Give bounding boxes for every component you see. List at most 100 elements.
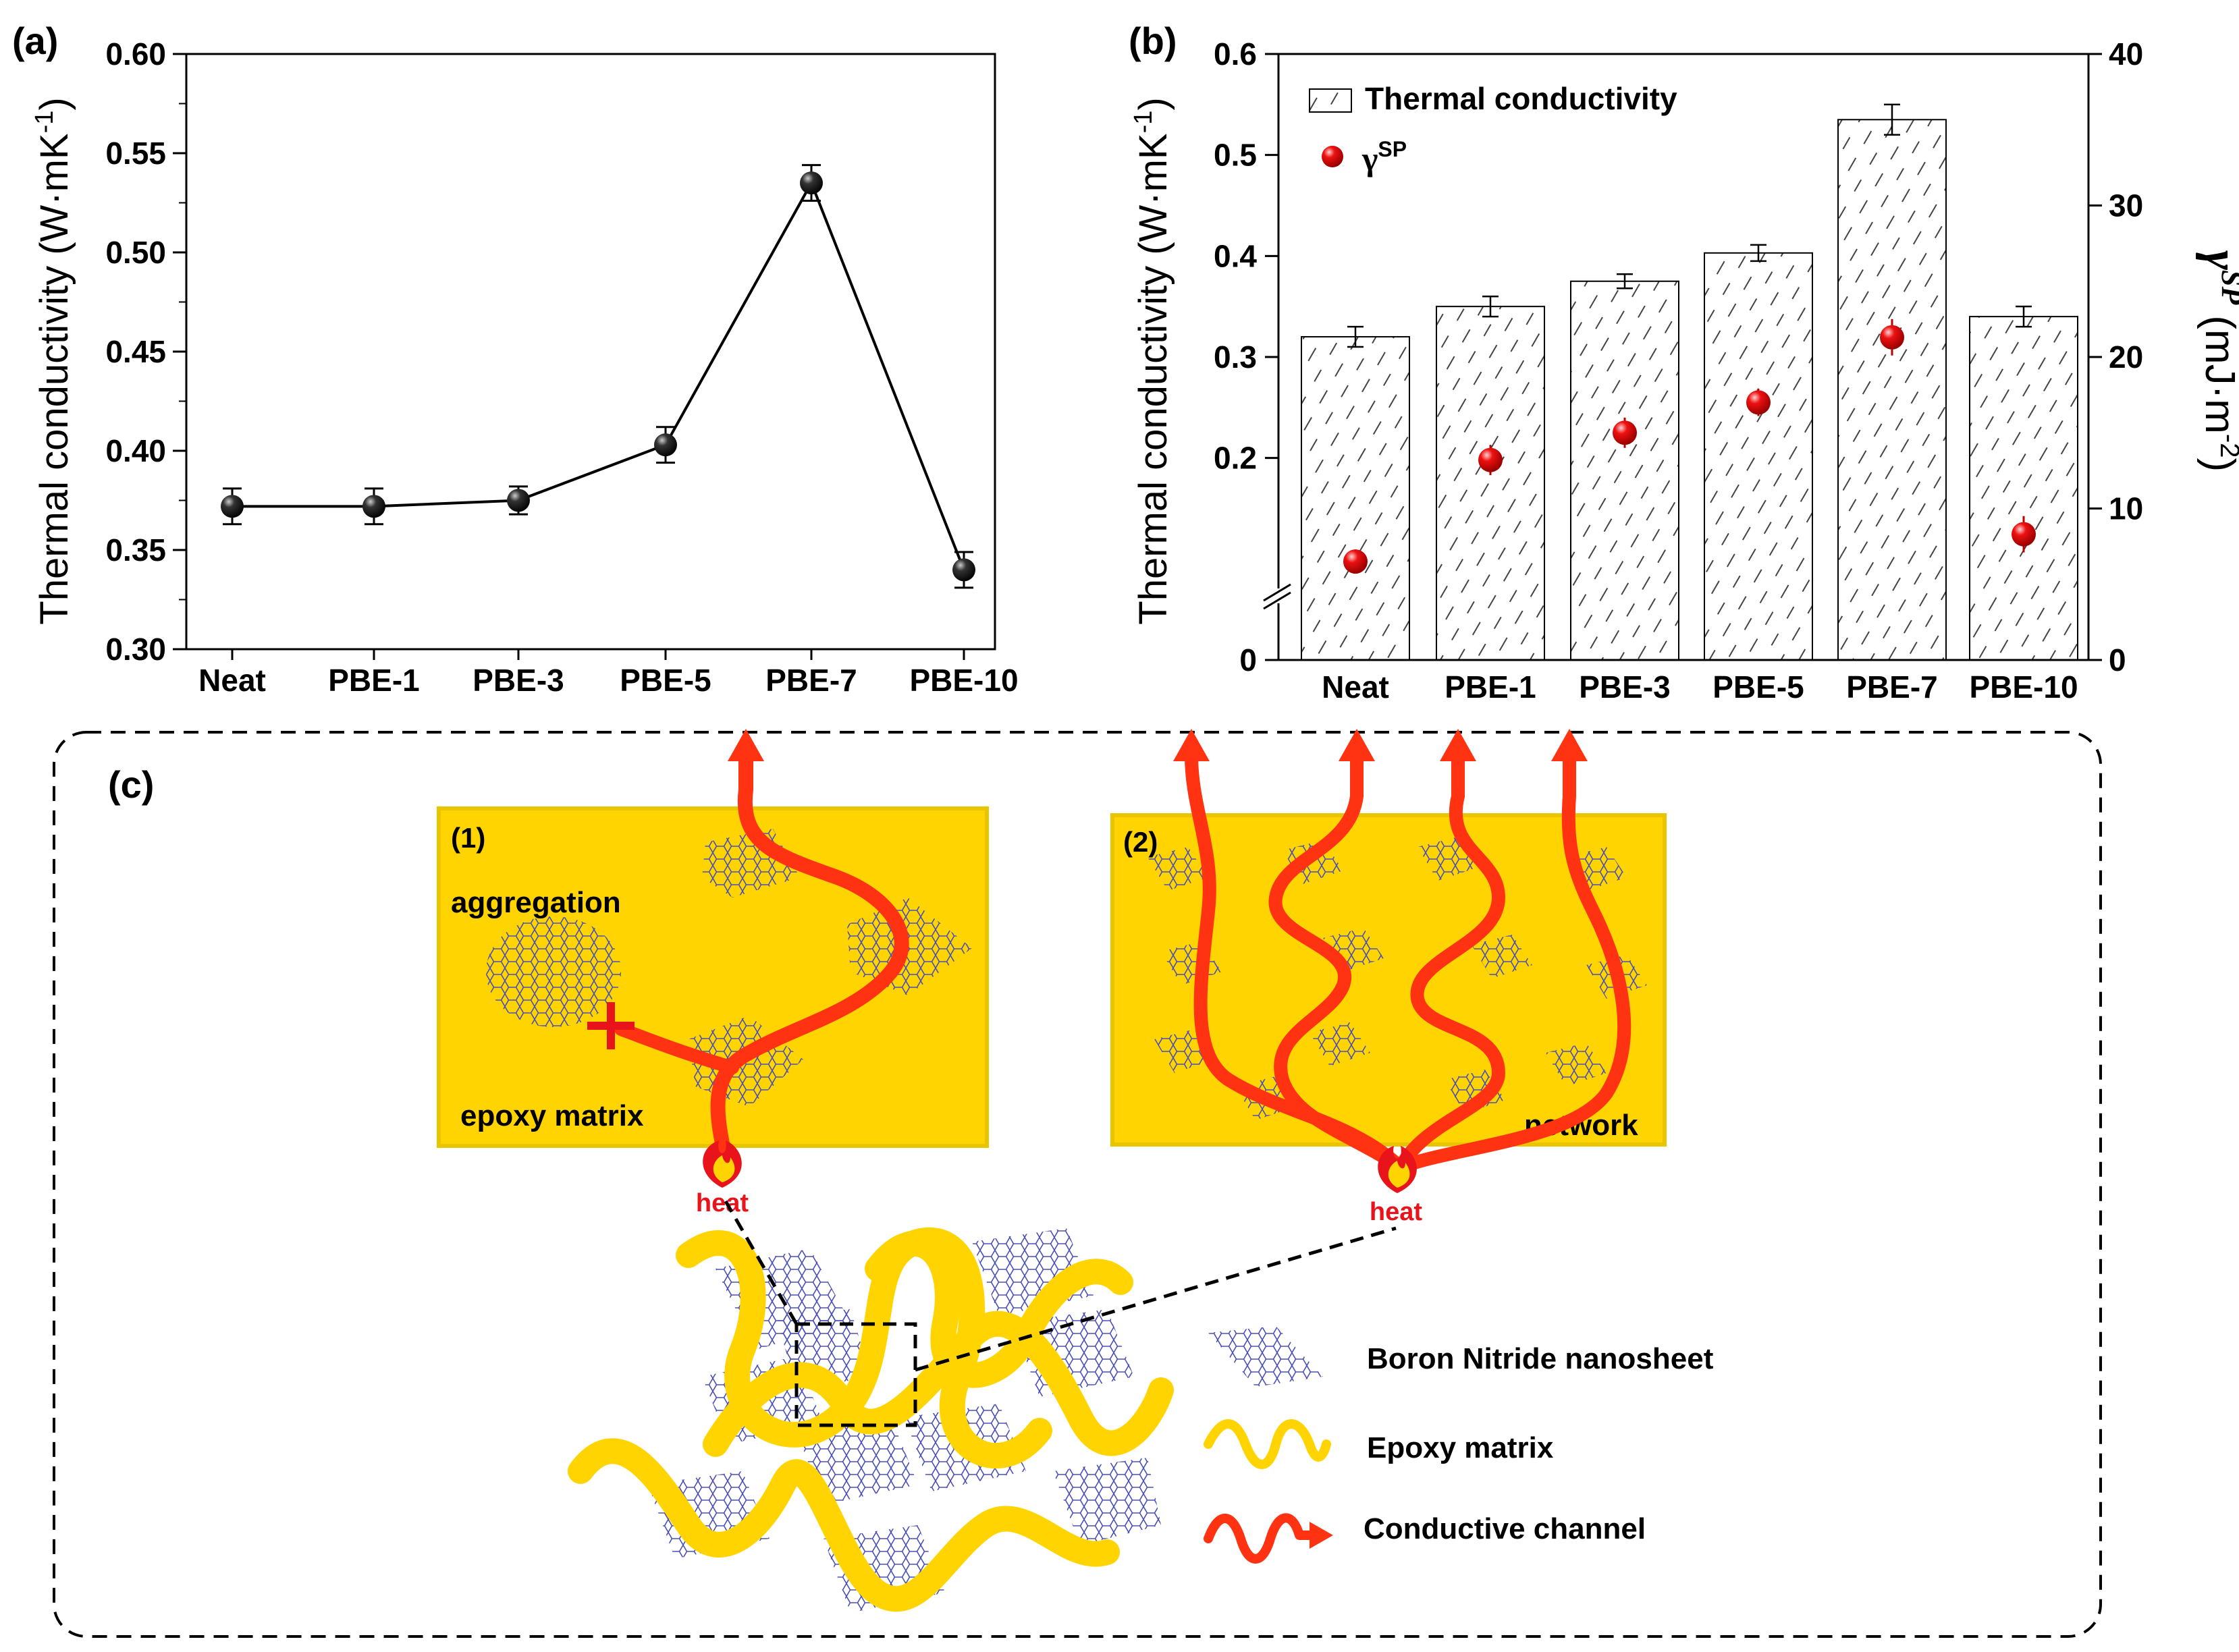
panel-b-left-axis: 0 0.2 0.3 0.4 0.5 0.6 [1214,36,1278,678]
y-right-tick-label: 10 [2109,491,2143,526]
gamma-point [2012,522,2036,547]
panel-b-y-left-label: Thermal conductivity (W·mK-1) [1129,97,1175,624]
gamma-point [1880,325,1904,350]
x-tick-label: PBE-7 [765,663,857,698]
y-left-tick-label: 0.4 [1214,238,1257,273]
y-tick-label: 0.50 [105,235,166,270]
x-tick-label: Neat [1322,669,1389,705]
axis-break [1262,583,1296,610]
panel-b-legend: Thermal conductivity γSP [1309,81,1677,177]
y-tick-label: 0.40 [105,433,166,468]
panel-b-right-axis: 0 10 20 30 40 [2088,36,2143,678]
panel-c-frame [53,731,2102,1638]
epoxy-matrix-label: epoxy matrix [460,1099,644,1132]
x-tick-label: PBE-1 [1445,669,1536,705]
boron-nitride-icon [1208,1326,1323,1387]
y-tick-label: 0.60 [105,36,166,72]
bar [1301,336,1410,661]
panel-a-label: (a) [12,20,58,62]
arrow-up-icon [728,729,764,761]
legend-dot-swatch [1322,146,1343,167]
y-right-tick-label: 20 [2109,339,2143,375]
arrow-up-icons [1173,729,1588,761]
legend-channel-label: Conductive channel [1364,1512,1646,1545]
panel-c-label: (c) [108,763,154,806]
bar [1436,306,1545,661]
data-point [362,495,385,518]
x-tick-label: PBE-5 [620,663,711,698]
legend-epoxy-label: Epoxy matrix [1367,1431,1554,1464]
y-tick-label: 0.45 [105,334,166,369]
heat-label-1: heat [696,1189,749,1217]
panel-b-bars [1301,103,2078,661]
data-point [952,558,975,582]
gamma-point [1343,549,1368,574]
zoom-box [724,1200,1397,1427]
conductive-channel-icon [1204,1513,1333,1564]
panel-a-y-axis: 0.30 0.35 0.40 0.45 0.50 0.55 0.60 [105,36,186,667]
data-point [507,489,530,512]
blocked-channel [614,1022,739,1074]
panel-b-label: (b) [1129,20,1177,62]
panel-a-x-axis: Neat PBE-1 PBE-3 PBE-5 PBE-7 PBE-10 [198,649,1019,698]
panel-b: (b) 0 0.2 0.3 0.4 0.5 0.6 0 10 20 30 40 Neat PBE-1… [1129,20,2239,705]
gamma-point [1478,447,1503,472]
conductive-channels [1185,749,1631,1174]
legend-bar-label: Thermal conductivity [1365,81,1677,116]
panel-c: (c) (1) aggregation epoxy matrix [53,729,2102,1638]
legend-bn-label: Boron Nitride nanosheet [1367,1342,1714,1375]
box-2-label: (2) [1123,826,1158,858]
x-tick-label: PBE-5 [1712,669,1804,705]
blocked-cross-icon [587,1002,635,1049]
x-tick-label: PBE-3 [473,663,564,698]
panel-b-x-axis: Neat PBE-1 PBE-3 PBE-5 PBE-7 PBE-10 [1322,669,2078,705]
bar [1837,119,1947,661]
flame-icon [1378,1146,1417,1193]
aggregation-label: aggregation [451,886,621,919]
bn-flake-icon [847,898,972,995]
y-right-tick-label: 40 [2109,36,2143,72]
data-point [221,495,244,518]
conductive-channel [710,782,909,1167]
composite-illustration [568,1200,1397,1613]
data-point [800,171,823,195]
y-left-tick-label: 0.6 [1214,36,1257,72]
y-left-tick-label: 0.3 [1214,339,1257,375]
x-tick-label: PBE-7 [1846,669,1937,705]
x-tick-label: PBE-10 [1969,669,2078,705]
y-right-tick-label: 30 [2109,188,2143,223]
y-tick-label: 0.35 [105,532,166,568]
flame-icon [703,1140,742,1188]
x-tick-label: PBE-10 [909,663,1018,698]
y-right-tick-label: 0 [2109,642,2126,678]
bar [1570,280,1679,661]
data-point [654,433,677,457]
epoxy-matrix-icon [1204,1419,1331,1469]
legend-dot-label: γSP [1361,137,1407,177]
x-tick-label: Neat [198,663,266,698]
epoxy-chains [568,1227,1174,1612]
panel-a-frame [185,53,996,651]
panel-a-y-label: Thermal conductivity (W·mK-1) [30,97,76,624]
panel-b-y-right-label: γSP(mJ·m-2) [2195,250,2239,472]
panel-a-series-line [232,180,965,571]
gamma-point [1613,420,1637,445]
panel-c-legend: Boron Nitride nanosheet Epoxy matrix Con… [1204,1326,1714,1564]
panel-a-points [221,164,975,589]
bar [1969,316,2078,661]
x-tick-label: PBE-3 [1579,669,1670,705]
gamma-point [1746,390,1771,415]
x-tick-label: PBE-1 [328,663,419,698]
bar [1704,252,1813,661]
y-left-tick-label: 0.2 [1214,441,1257,476]
y-left-tick-label: 0.5 [1214,138,1257,173]
y-left-tick-label: 0 [1239,642,1257,678]
bn-aggregate-icon [486,916,621,1027]
box-network: (2) network [1110,729,1667,1226]
panel-b-dots [1343,319,2036,574]
panel-a: (a) 0.30 0.35 0.40 0.45 0.50 0.55 0.60 Neat PBE… [12,20,1019,698]
y-tick-label: 0.55 [105,136,166,171]
heat-label-2: heat [1370,1198,1422,1226]
box-aggregation: (1) aggregation epoxy matrix heat [437,729,989,1217]
